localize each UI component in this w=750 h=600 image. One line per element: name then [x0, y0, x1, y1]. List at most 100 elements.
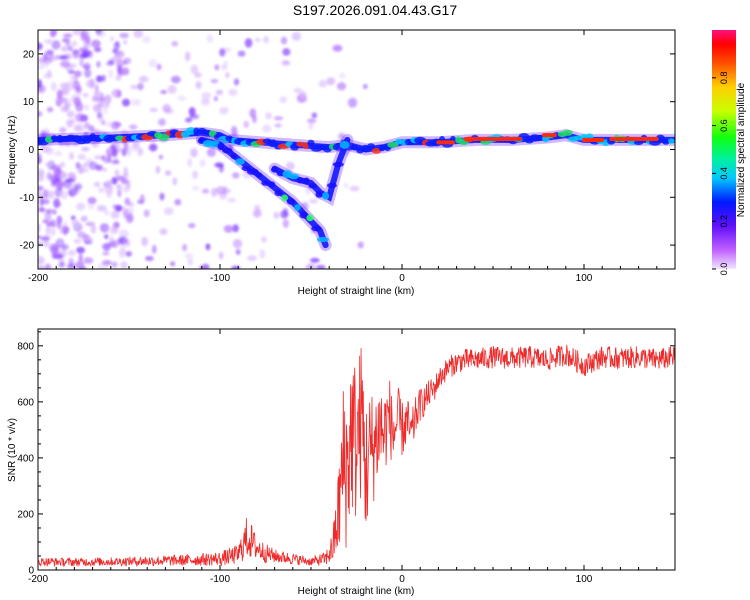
noise-dot — [103, 158, 113, 164]
noise-dot — [211, 187, 218, 197]
noise-dot — [148, 58, 158, 68]
spectrogram-x-label: Height of straight line (km) — [298, 286, 415, 297]
noise-dot — [187, 158, 192, 168]
noise-dot — [104, 209, 109, 216]
noise-dot — [170, 75, 181, 84]
noise-dot — [99, 223, 105, 232]
noise-dot — [163, 207, 174, 216]
noise-dot — [54, 187, 63, 198]
noise-dot — [165, 170, 172, 176]
snr-panel: -200 -100 0 100 0 200 400 600 800 Height of stra… — [7, 328, 676, 597]
feature-blob — [316, 236, 329, 243]
noise-dot — [67, 69, 76, 74]
noise-dot — [219, 106, 229, 115]
noise-dot — [253, 208, 262, 218]
noise-dot — [40, 61, 50, 68]
noise-dot — [120, 261, 128, 269]
noise-dot — [110, 210, 120, 219]
noise-dot — [233, 78, 240, 86]
noise-dot — [121, 98, 131, 107]
noise-dot — [38, 223, 41, 233]
feature-blob — [235, 158, 245, 166]
noise-dot — [228, 88, 238, 96]
noise-dot — [112, 204, 118, 209]
feature-main-tone — [38, 126, 675, 156]
noise-dot — [259, 249, 266, 259]
noise-dot — [54, 201, 62, 208]
noise-dot — [232, 238, 243, 249]
y-tick-label: 800 — [17, 341, 34, 352]
x-tick-label: 100 — [576, 273, 593, 284]
noise-dot — [93, 46, 102, 53]
noise-dot — [46, 106, 54, 113]
noise-dot — [188, 106, 196, 117]
noise-dot — [38, 185, 44, 191]
y-tick-label: 0 — [28, 145, 34, 156]
noise-dot — [141, 236, 148, 247]
noise-dot — [71, 40, 78, 47]
colorbar: 0.0 0.2 0.4 0.6 0.8 Normalized spectral ampl… — [712, 30, 747, 275]
noise-dot — [123, 142, 129, 151]
noise-dot — [225, 71, 230, 79]
noise-dot — [95, 75, 103, 83]
feature-blob — [367, 143, 376, 150]
colorbar-tick-label: 0.8 — [719, 72, 729, 85]
feature-blob — [562, 129, 573, 136]
noise-dot — [38, 207, 45, 212]
noise-dot — [38, 256, 45, 265]
noise-dot — [101, 74, 106, 82]
noise-dot — [223, 60, 228, 67]
noise-dot — [97, 262, 108, 269]
noise-dot — [42, 189, 49, 199]
feature-blob — [332, 161, 344, 167]
feature-blob — [185, 127, 196, 135]
noise-dot — [75, 260, 85, 269]
feature-blob — [661, 138, 670, 145]
noise-dot — [305, 185, 311, 195]
noise-dot — [95, 164, 103, 171]
noise-dot — [243, 120, 249, 129]
noise-dot — [123, 39, 128, 45]
noise-dot — [192, 185, 200, 191]
noise-dot — [102, 167, 107, 172]
noise-dot — [226, 197, 237, 203]
noise-dot — [187, 223, 196, 229]
noise-dot — [338, 132, 346, 141]
noise-dot — [67, 172, 76, 178]
snr-plot-area — [38, 329, 675, 570]
noise-dot — [111, 90, 116, 95]
tone-peak — [436, 133, 659, 145]
noise-dot — [247, 255, 257, 262]
noise-dot — [75, 113, 85, 123]
noise-dot — [38, 110, 43, 117]
noise-dot — [151, 244, 157, 254]
noise-dot — [100, 244, 109, 249]
feature-blob — [387, 141, 399, 148]
noise-dot — [215, 89, 224, 95]
noise-dot — [43, 239, 50, 248]
noise-dot — [285, 161, 295, 171]
feature-blob — [311, 225, 322, 232]
noise-dot — [158, 154, 164, 160]
noise-dot — [194, 72, 202, 78]
noise-dot — [131, 98, 141, 106]
noise-dot — [128, 124, 138, 130]
noise-dot — [65, 40, 71, 47]
noise-dot — [66, 80, 76, 89]
noise-dot — [111, 261, 118, 268]
noise-dot — [50, 219, 57, 228]
noise-dot — [69, 63, 77, 68]
feature-blob — [225, 135, 233, 142]
noise-dot — [116, 140, 121, 150]
noise-dot — [82, 50, 92, 58]
snr-y-label: SNR (10 * v/v) — [7, 418, 18, 482]
feature-blob — [217, 142, 225, 151]
noise-dot — [214, 64, 220, 71]
noise-dot — [42, 199, 50, 205]
noise-dot — [60, 60, 71, 68]
feature-blob — [306, 214, 314, 222]
noise-dot — [65, 177, 75, 183]
noise-dot — [76, 246, 86, 254]
noise-dot — [215, 186, 226, 195]
x-tick-label: 100 — [576, 574, 593, 585]
